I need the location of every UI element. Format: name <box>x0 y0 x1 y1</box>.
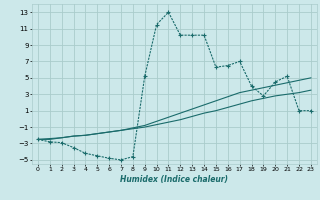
X-axis label: Humidex (Indice chaleur): Humidex (Indice chaleur) <box>120 175 228 184</box>
